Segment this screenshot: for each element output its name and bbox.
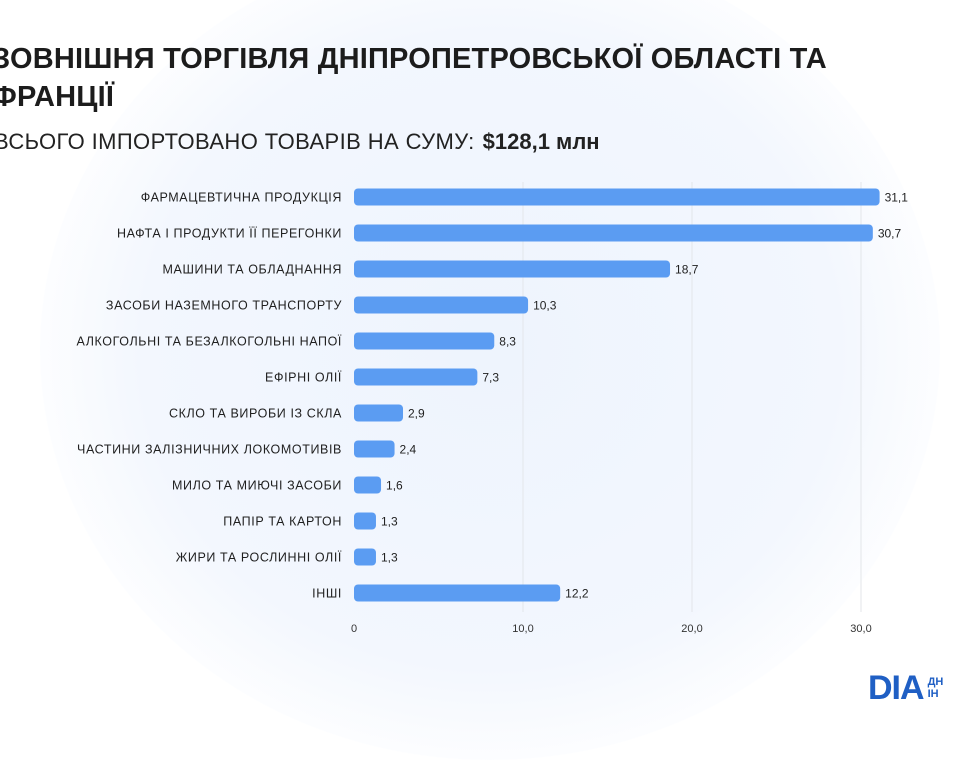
category-label: АЛКОГОЛЬНІ ТА БЕЗАЛКОГОЛЬНІ НАПОЇ — [77, 335, 342, 349]
bar — [354, 332, 495, 350]
value-label: 31,1 — [885, 191, 909, 205]
category-label: ЧАСТИНИ ЗАЛІЗНИЧНИХ ЛОКОМОТИВІВ — [77, 443, 342, 457]
dia-logo: DIA ДН ІН — [868, 668, 943, 708]
import-bar-chart: 0 10,0 20,0 30,0 ФАРМАЦЕВТИЧНА ПРОДУКЦІЯ 31,1… — [77, 182, 909, 635]
value-label: 1,3 — [381, 551, 398, 565]
category-label: НАФТА І ПРОДУКТИ ЇЇ ПЕРЕГОНКИ — [117, 227, 342, 241]
value-label: 1,6 — [386, 479, 403, 493]
category-label: ЖИРИ ТА РОСЛИННІ ОЛІЇ — [176, 551, 342, 565]
bar — [354, 476, 382, 494]
background-circle — [40, 0, 940, 760]
bar — [354, 224, 873, 242]
bar — [354, 296, 529, 314]
value-label: 18,7 — [675, 263, 699, 277]
category-label: МАШИНИ ТА ОБЛАДНАННЯ — [163, 263, 343, 277]
bar — [354, 440, 395, 458]
category-label: ПАПІР ТА КАРТОН — [223, 515, 342, 529]
category-label: МИЛО ТА МИЮЧІ ЗАСОБИ — [172, 479, 342, 493]
x-tick-label: 30,0 — [850, 623, 871, 635]
category-label: ФАРМАЦЕВТИЧНА ПРОДУКЦІЯ — [141, 191, 342, 205]
bar — [354, 404, 404, 422]
category-label: СКЛО ТА ВИРОБИ ІЗ СКЛА — [169, 407, 342, 421]
bar — [354, 512, 376, 530]
logo-side-text: ДН ІН — [927, 676, 944, 700]
bar — [354, 584, 561, 602]
bar — [354, 188, 880, 206]
category-label: ЗАСОБИ НАЗЕМНОГО ТРАНСПОРТУ — [106, 299, 342, 313]
value-label: 30,7 — [878, 227, 902, 241]
category-label: ЕФІРНІ ОЛІЇ — [265, 371, 342, 385]
value-label: 10,3 — [533, 299, 557, 313]
logo-main-text: DIA — [868, 669, 925, 707]
import-total-amount: $128,1 млн — [482, 129, 600, 154]
bar — [354, 260, 671, 278]
value-label: 12,2 — [565, 587, 589, 601]
category-label: ІНШІ — [312, 587, 342, 601]
x-tick-label: 20,0 — [681, 623, 702, 635]
page-title: ЗОВНІШНЯ ТОРГІВЛЯ ДНІПРОПЕТРОВСЬКОЇ ОБЛА… — [0, 43, 827, 113]
x-tick-label: 10,0 — [512, 623, 533, 635]
x-tick-label: 0 — [351, 623, 357, 635]
value-label: 8,3 — [499, 335, 516, 349]
value-label: 2,9 — [408, 407, 425, 421]
bar — [354, 548, 376, 566]
bar — [354, 368, 478, 386]
import-total-line: ВСЬОГО ІМПОРТОВАНО ТОВАРІВ НА СУМУ: $128,… — [0, 128, 600, 156]
value-label: 1,3 — [381, 515, 398, 529]
value-label: 2,4 — [400, 443, 417, 457]
value-label: 7,3 — [482, 371, 499, 385]
import-total-label: ВСЬОГО ІМПОРТОВАНО ТОВАРІВ НА СУМУ: — [0, 129, 475, 154]
